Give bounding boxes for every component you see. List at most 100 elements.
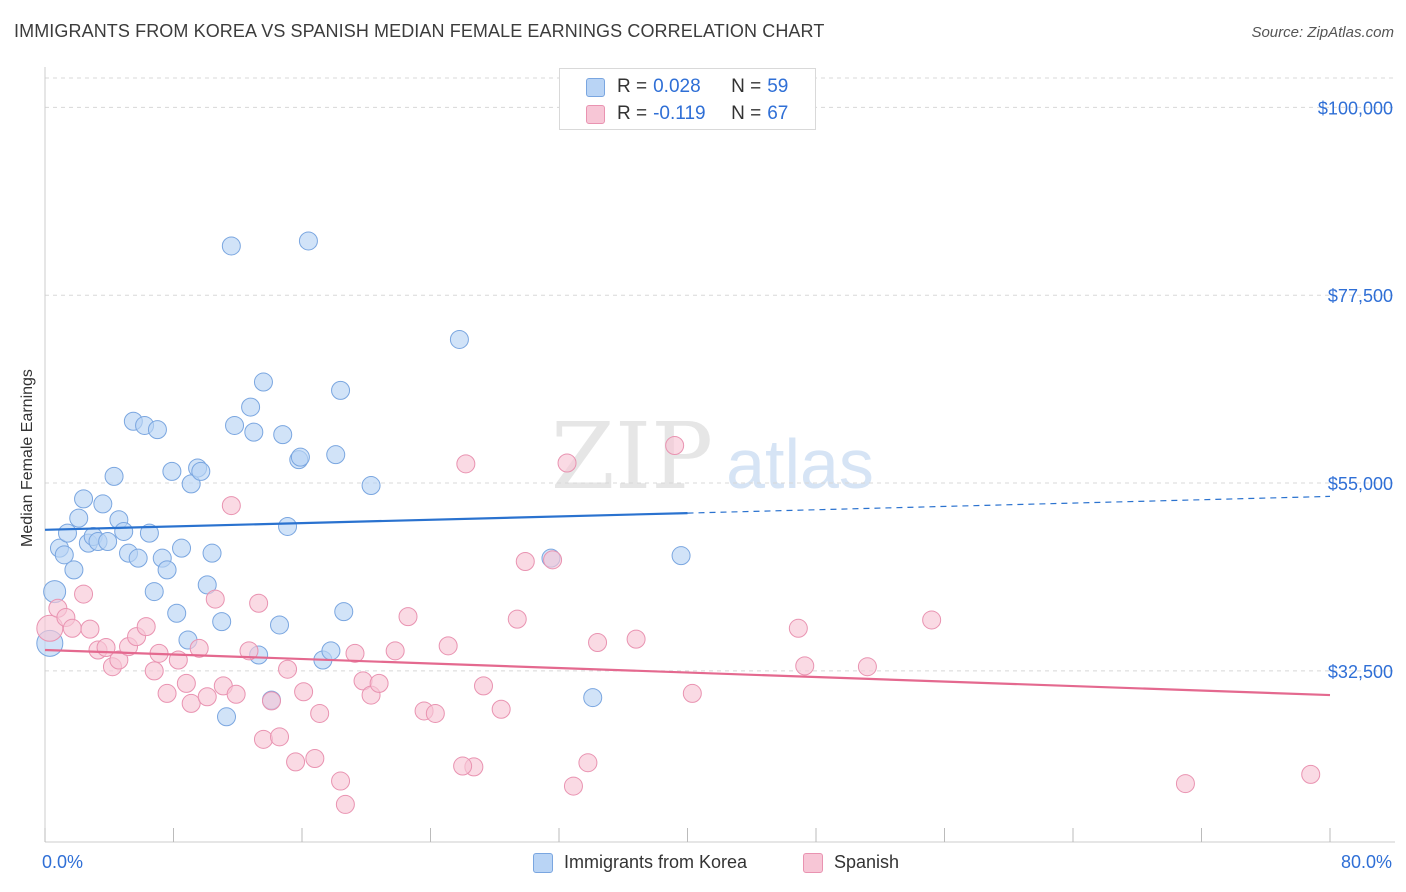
spanish-point (226, 684, 246, 704)
korea-point (172, 538, 192, 558)
korea-point (331, 380, 351, 400)
spanish-point (385, 641, 405, 661)
r-label: R = (617, 103, 648, 124)
korea-point (273, 425, 293, 445)
legend-item-spanish[interactable]: Spanish (803, 852, 899, 873)
series-legend: Immigrants from Korea Spanish (0, 852, 1406, 876)
x-tick-max: 80.0% (1340, 852, 1392, 872)
spanish-swatch (586, 104, 605, 124)
spanish-point (543, 550, 563, 570)
spanish-point (369, 673, 389, 693)
watermark-atlas: atlas (726, 425, 874, 503)
spanish-point (563, 776, 583, 796)
y-tick-label: $55,000 (1328, 474, 1393, 494)
legend-label-korea: Immigrants from Korea (564, 852, 748, 872)
spanish-point (278, 659, 298, 679)
korea-point (217, 707, 237, 727)
spanish-point (438, 636, 458, 656)
legend-row-spanish: R = -0.119 N = 67 (586, 102, 788, 126)
spanish-point (62, 618, 82, 638)
spanish-point (335, 794, 355, 814)
spanish-point (294, 682, 314, 702)
spanish-point (157, 683, 177, 703)
korea-trend-dashed (687, 495, 1331, 514)
korea-point (270, 615, 290, 635)
spanish-point (425, 703, 445, 723)
korea-point (321, 641, 341, 661)
n-label: N = (731, 76, 762, 97)
spanish-point (345, 643, 365, 663)
spanish-point (788, 618, 808, 638)
spanish-point (181, 693, 201, 713)
spanish-point (189, 638, 209, 658)
spanish-point (176, 673, 196, 693)
spanish-point (331, 771, 351, 791)
spanish-point (507, 609, 527, 629)
korea-point (162, 461, 182, 481)
korea-point (225, 415, 245, 435)
spanish-point (80, 619, 100, 639)
korea-point (167, 603, 187, 623)
legend-label-spanish: Spanish (834, 852, 900, 872)
korea-swatch (586, 77, 605, 97)
spanish-point (74, 584, 94, 604)
korea-point (98, 531, 118, 551)
y-tick-label: $77,500 (1328, 286, 1393, 306)
spanish-point (1175, 774, 1195, 794)
spanish-point (305, 749, 325, 769)
spanish-point (398, 607, 418, 627)
korea-point (212, 612, 232, 632)
spanish-point (109, 650, 129, 670)
korea-point (43, 580, 67, 604)
spanish-swatch (803, 852, 823, 873)
korea-point (69, 508, 89, 528)
spanish-point (922, 610, 942, 630)
spanish-point (665, 435, 685, 455)
grid-lines (45, 77, 1395, 672)
korea-point (334, 602, 354, 622)
spanish-point (261, 691, 281, 711)
korea-point (64, 560, 84, 580)
y-tick-labels: $100,000 $77,500 $55,000 $32,500 (1318, 98, 1393, 681)
korea-point (191, 461, 211, 481)
spanish-point (795, 656, 815, 676)
legend-item-korea[interactable]: Immigrants from Korea (533, 852, 747, 873)
correlation-legend: R = 0.028 N = 59 R = -0.119 N = 67 (559, 68, 816, 130)
korea-point (290, 447, 310, 467)
spanish-point (144, 661, 164, 681)
r-value-korea: 0.028 (653, 76, 701, 97)
korea-point (93, 494, 113, 514)
n-value-spanish: 67 (767, 103, 789, 124)
spanish-point (249, 593, 269, 613)
korea-trend-solid (44, 511, 688, 531)
korea-point (74, 489, 94, 509)
axes (44, 67, 1395, 843)
legend-row-korea: R = 0.028 N = 59 (586, 75, 788, 99)
korea-point (202, 543, 222, 563)
spanish-point (557, 453, 577, 473)
korea-point (298, 231, 318, 251)
korea-point (197, 575, 217, 595)
spanish-point (310, 703, 330, 723)
spanish-point (857, 657, 877, 677)
y-tick-label: $32,500 (1328, 662, 1393, 682)
spanish-point (453, 756, 473, 776)
korea-point (583, 688, 603, 708)
spanish-point (239, 641, 259, 661)
r-label: R = (617, 76, 648, 97)
korea-point (57, 523, 77, 543)
spanish-point (578, 753, 598, 773)
r-value-spanish: -0.119 (653, 103, 706, 124)
n-value-korea: 59 (767, 76, 789, 97)
korea-point (147, 420, 167, 440)
korea-point (244, 422, 264, 442)
korea-point (671, 546, 691, 566)
korea-point (278, 516, 298, 536)
korea-point (449, 329, 469, 349)
chart-title: IMMIGRANTS FROM KOREA VS SPANISH MEDIAN … (14, 21, 825, 41)
x-tick-min: 0.0% (42, 852, 84, 872)
spanish-trend (44, 648, 1331, 697)
korea-swatch (533, 852, 553, 873)
korea-point (114, 521, 134, 541)
